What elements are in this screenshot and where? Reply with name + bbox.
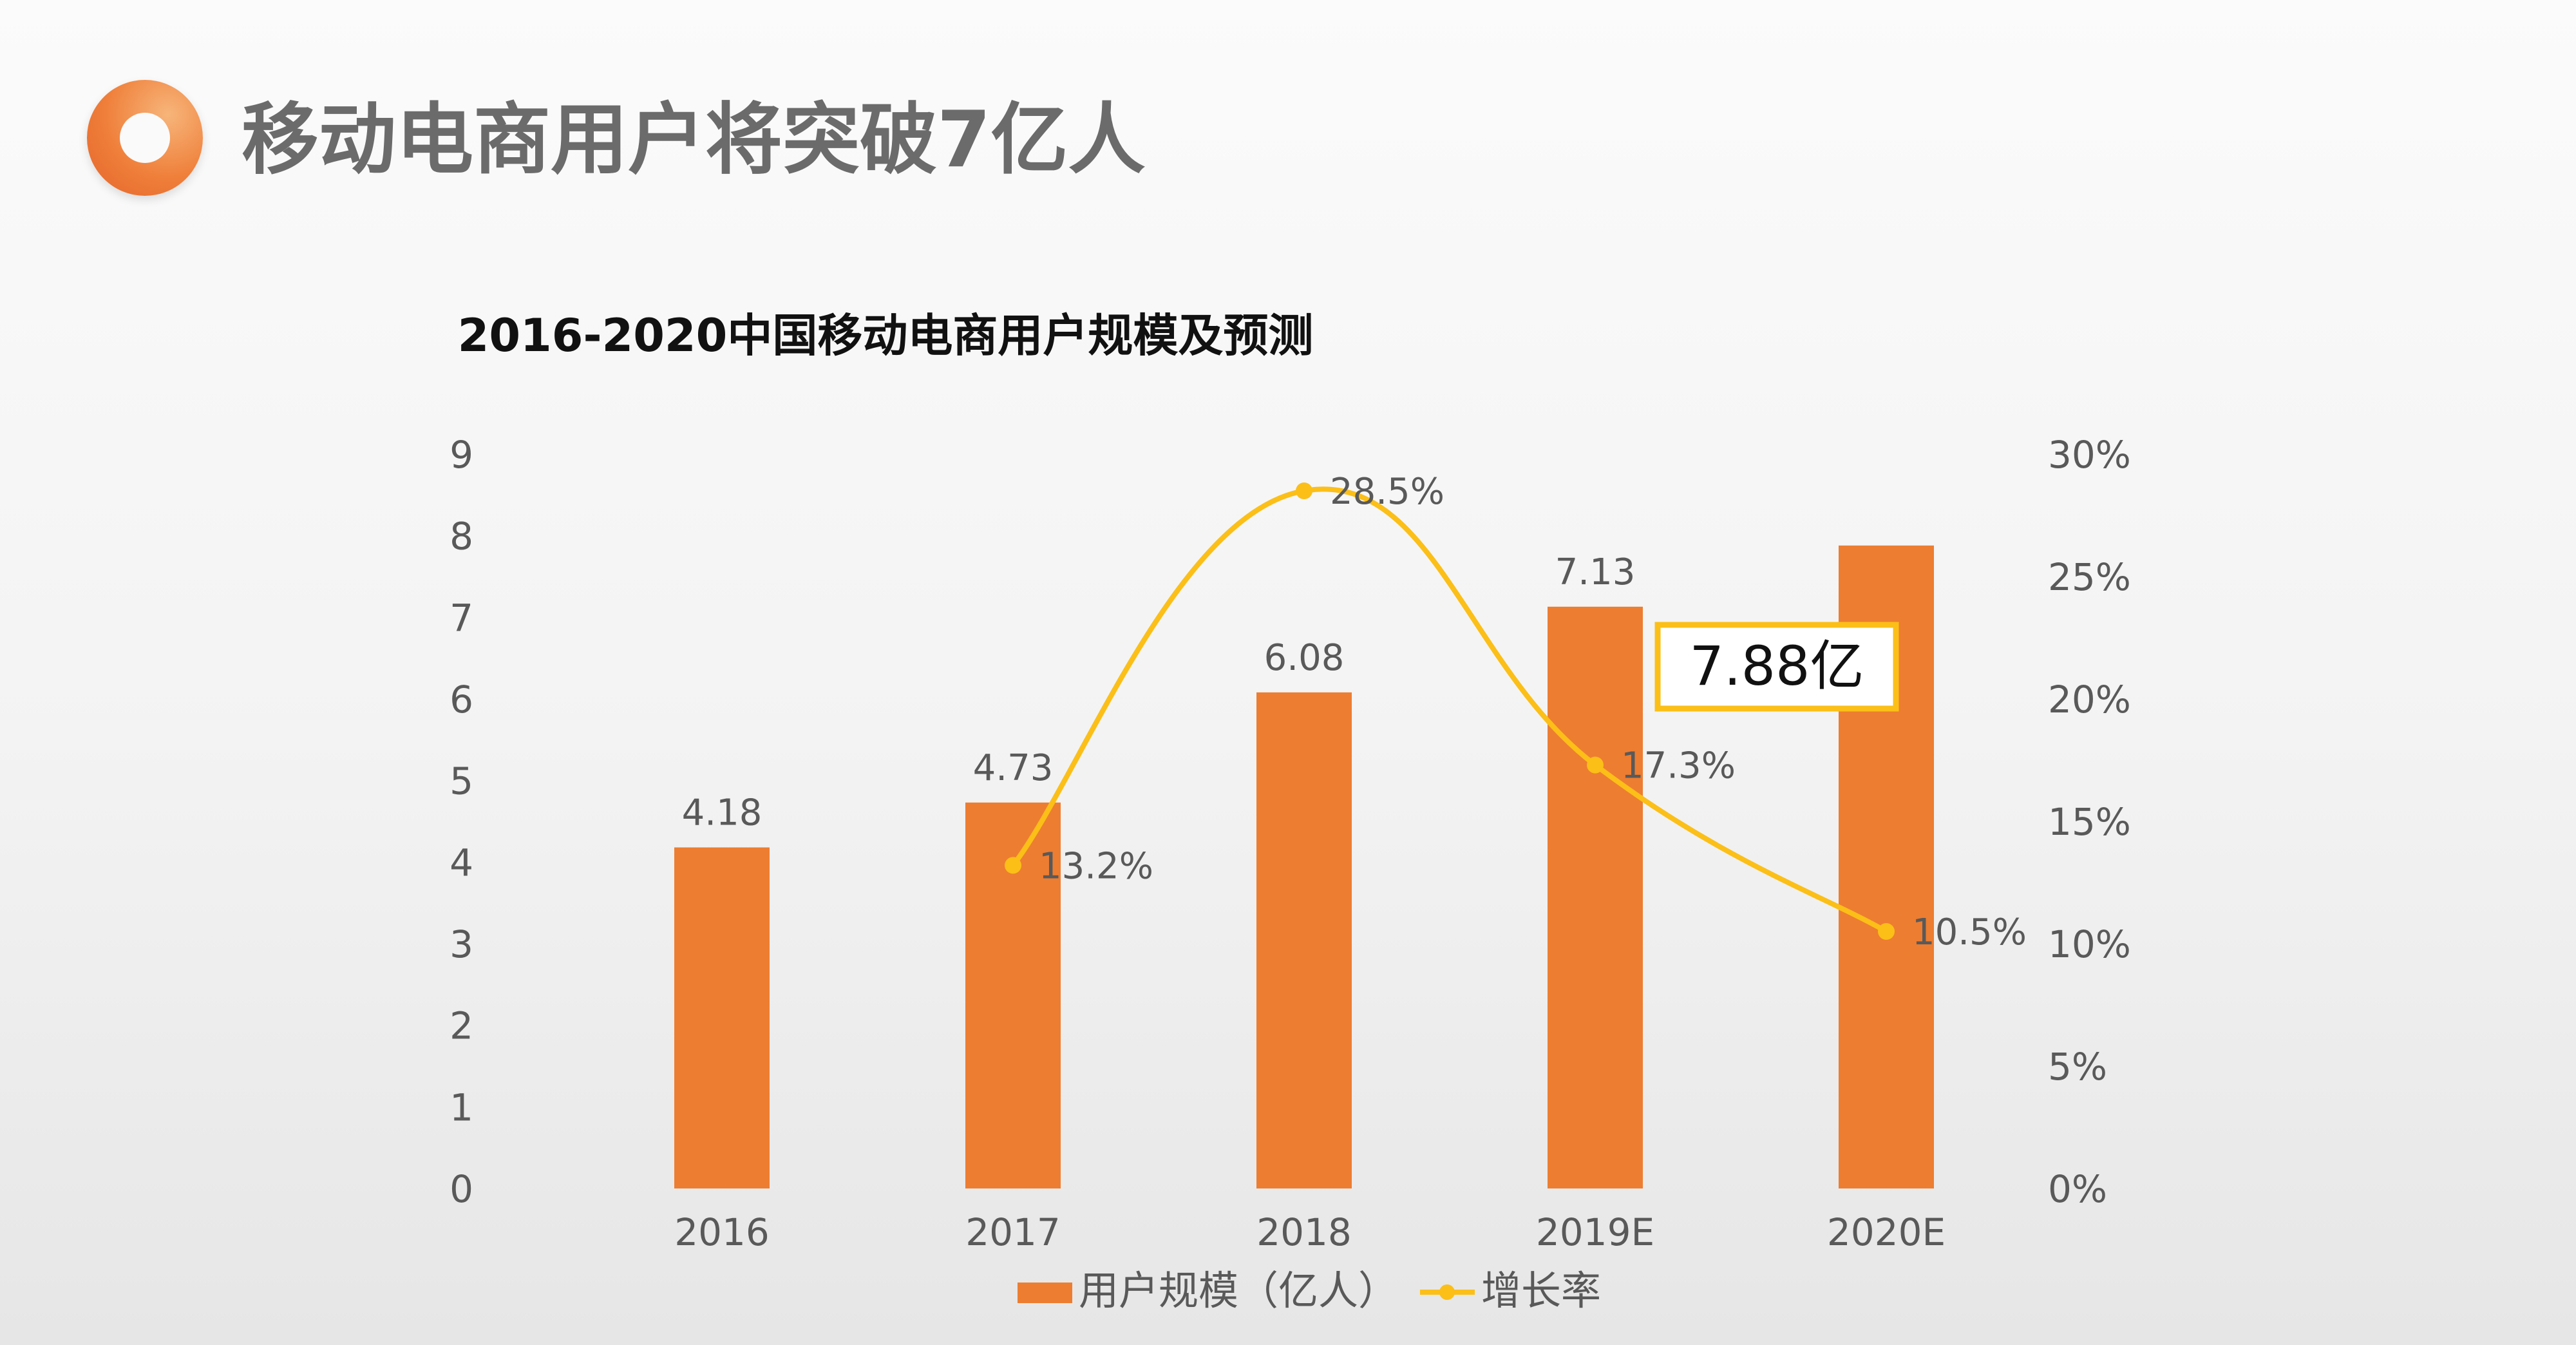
line-series: 13.2% 28.5% 17.3% 10.5% [1005, 471, 2027, 953]
right-axis-tick-label: 30% [2048, 433, 2131, 477]
legend-label: 用户规模（亿人） [1079, 1267, 1398, 1314]
page-title: 移动电商用户将突破7亿人 [242, 95, 1146, 185]
left-axis-tick-label: 0 [450, 1167, 473, 1211]
right-axis-tick-label: 20% [2048, 678, 2131, 721]
bar-2018 [1256, 692, 1352, 1188]
header: 移动电商用户将突破7亿人 [0, 0, 2576, 283]
x-axis-tick-label: 2016 [674, 1210, 770, 1254]
right-axis-tick-label: 15% [2048, 800, 2131, 844]
bar-data-label: 7.13 [1555, 551, 1636, 593]
bar-data-label: 4.73 [973, 747, 1054, 789]
x-axis-tick-label: 2020E [1827, 1210, 1946, 1254]
growth-rate-data-label: 10.5% [1912, 911, 2027, 953]
chart-title: 2016-2020中国移动电商用户规模及预测 [458, 309, 1314, 362]
annotation-label: 7.88亿 [1689, 634, 1864, 698]
annotation: 7.88亿 [1654, 622, 1899, 712]
left-axis-tick-label: 3 [450, 922, 473, 966]
left-axis-tick-label: 5 [450, 759, 473, 803]
growth-rate-data-label: 13.2% [1039, 845, 1153, 887]
bar-data-label: 6.08 [1264, 637, 1345, 679]
bar-series [674, 545, 1934, 1188]
right-axis-tick-label: 25% [2048, 555, 2131, 599]
growth-rate-line [1010, 486, 1889, 934]
right-axis-tick-label: 0% [2048, 1167, 2107, 1211]
x-axis-tick-label: 2018 [1256, 1210, 1352, 1254]
logo-ring-hole [120, 113, 170, 163]
left-axis-tick-label: 2 [450, 1004, 473, 1048]
growth-rate-data-label: 28.5% [1330, 471, 1444, 513]
left-axis: 0 1 2 3 4 5 6 7 8 9 [450, 433, 473, 1211]
growth-rate-point-2018 [1296, 482, 1312, 499]
growth-rate-data-label: 17.3% [1621, 745, 1736, 787]
left-axis-tick-label: 8 [450, 515, 473, 558]
legend-swatch-marker [1439, 1284, 1455, 1300]
right-axis: 0% 5% 10% 15% 20% 25% 30% [2048, 433, 2131, 1211]
legend-swatch-bar [1018, 1283, 1072, 1303]
left-axis-tick-label: 1 [450, 1085, 473, 1129]
logo-ring-icon [87, 80, 203, 196]
legend-label: 增长率 [1481, 1267, 1601, 1314]
x-axis-tick-label: 2019E [1536, 1210, 1654, 1254]
legend: 用户规模（亿人） 增长率 [1018, 1267, 1601, 1314]
growth-rate-point-2017 [1005, 857, 1021, 874]
bar-labels: 4.18 4.73 6.08 7.13 [682, 551, 1636, 834]
bar-2019E [1548, 606, 1643, 1188]
right-axis-tick-label: 5% [2048, 1045, 2107, 1089]
x-axis-tick-label: 2017 [965, 1210, 1061, 1254]
right-axis-tick-label: 10% [2048, 922, 2131, 966]
growth-rate-point-2020E [1878, 923, 1895, 940]
bar-data-label: 4.18 [682, 792, 762, 834]
left-axis-tick-label: 9 [450, 433, 473, 477]
bar-2016 [674, 847, 770, 1188]
annotation-box [1654, 622, 1899, 712]
x-axis: 2016 2017 2018 2019E 2020E [674, 1210, 1946, 1254]
left-axis-tick-label: 6 [450, 678, 473, 721]
left-axis-tick-label: 7 [450, 596, 473, 640]
left-axis-tick-label: 4 [450, 841, 473, 884]
growth-rate-point-2019E [1587, 756, 1604, 774]
